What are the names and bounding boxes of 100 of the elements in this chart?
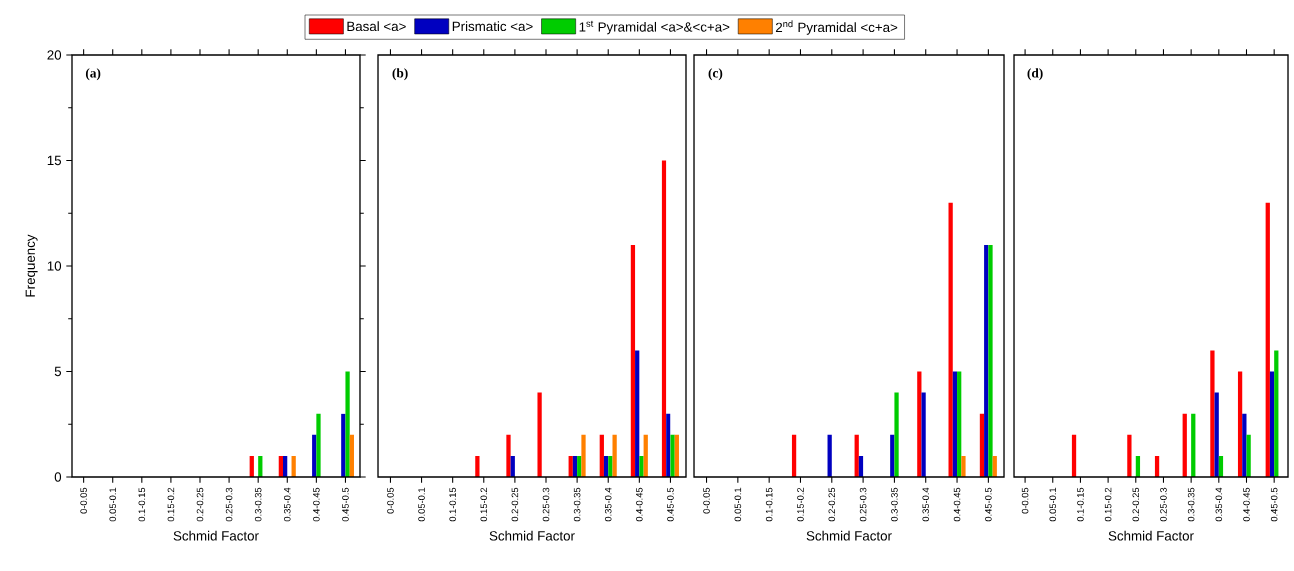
x-tick-label: 0-0.05 [703,487,710,514]
text: (d) [1027,68,1043,81]
y-tick-label: 20 [47,50,62,60]
x-tick-label: 0-0.05 [80,487,87,514]
x-tick-label: 0.05-0.1 [109,487,117,522]
bar [581,434,586,477]
bar [827,434,832,477]
x-axis-title: Schmid Factor [489,530,575,541]
x-tick-label: 0.1-0.15 [1077,487,1084,522]
y-axis-title: Frequency [25,234,38,297]
x-tick-label: 0.2-0.25 [511,487,519,522]
x-tick-label: 0.15-0.2 [167,487,175,522]
bar [957,371,962,477]
bar [312,434,317,477]
x-axis-title: Schmid Factor [1108,530,1194,541]
bar [961,455,966,477]
x-tick-label: 0.15-0.2 [797,487,804,522]
x-tick-label: 0.25-0.3 [225,487,233,522]
x-tick-label: 0.4-0.45 [636,487,643,522]
x-tick-label: 0.35-0.4 [283,487,291,522]
bar [1214,392,1219,477]
bar [1191,413,1196,477]
x-tick-label: 0.1-0.15 [765,487,773,522]
bar [1237,371,1243,477]
x-tick-label: 0.05-0.1 [734,487,742,522]
bar [1242,413,1247,477]
x-tick-label: 0.15-0.2 [1104,487,1112,522]
bar [345,371,350,477]
x-tick-label: 0.3-0.35 [1187,487,1195,522]
bar [599,434,604,477]
bar [988,244,993,477]
bar [791,434,797,477]
x-tick-label: 0.4-0.45 [313,487,320,522]
x-tick-label: 0.35-0.4 [1215,487,1223,522]
x-tick-label: 0.4-0.45 [1243,487,1250,522]
x-axis-title: Schmid Factor [173,530,259,541]
x-tick-label: 0.1-0.15 [449,487,456,522]
y-tick-label: 5 [54,366,62,377]
x-tick-label: 0.3-0.35 [573,487,581,522]
x-tick-label: 0.45-0.5 [342,487,349,522]
x-tick-label: 0.35-0.4 [604,487,612,522]
bar [917,371,922,477]
bar [506,434,511,477]
x-tick-label: 0.3-0.35 [891,487,898,522]
x-tick-label: 0.2-0.25 [828,487,836,522]
bar [316,413,321,477]
bar [921,392,926,477]
x-tick-label: 0.4-0.45 [953,487,961,522]
bar [349,434,354,477]
bar [948,202,953,477]
bar [1274,350,1279,477]
bar [661,160,667,477]
bar [952,371,958,477]
bar [612,434,617,477]
bar [1269,371,1275,477]
x-tick-label: 0.25-0.3 [542,487,550,522]
x-tick-label: 0.05-0.1 [1049,487,1057,522]
x-tick-label: 0.3-0.35 [254,487,262,522]
bar [635,350,640,477]
bar [1182,413,1187,477]
x-axis-title: Schmid Factor [806,530,892,541]
bar [1246,434,1251,477]
bar [639,455,644,477]
bar [890,434,895,477]
x-tick-label: 0.35-0.4 [922,487,930,522]
x-tick-label: 0.25-0.3 [1160,487,1167,522]
bar [894,392,899,477]
x-tick-label: 0.45-0.5 [985,487,992,522]
legend-label: 1$^{st}$ Pyramidal <a>&<c+a> [579,20,730,35]
text: (b) [392,68,408,81]
bar [630,244,636,477]
bar [674,434,679,477]
bar [1071,434,1077,477]
legend-label: Prismatic <a> [452,21,533,32]
text: (c) [708,68,723,81]
x-tick-label: 0.05-0.1 [418,487,425,522]
bar [979,413,985,477]
bar [341,413,346,477]
bar [670,434,675,477]
bar [1265,202,1270,477]
x-tick-label: 0.15-0.2 [480,487,488,522]
legend-label: Basal <a> [347,21,406,32]
x-tick-label: 0.45-0.5 [667,487,674,522]
x-tick-label: 0-0.05 [1021,487,1029,514]
text: (a) [85,68,101,81]
bar [1127,434,1132,477]
y-tick-label: 15 [47,155,62,166]
bar [666,413,671,477]
x-tick-label: 0.25-0.3 [859,487,867,522]
bar [537,392,542,477]
x-tick-label: 0.2-0.25 [196,487,204,522]
bar [643,434,648,477]
y-tick-label: 0 [54,472,62,482]
bar [984,244,989,477]
bar [1210,350,1215,477]
x-tick-label: 0.1-0.15 [138,487,146,522]
bar [854,434,859,477]
y-tick-label: 10 [47,261,62,271]
bar [475,455,480,477]
x-tick-label: 0.45-0.5 [1270,487,1278,522]
